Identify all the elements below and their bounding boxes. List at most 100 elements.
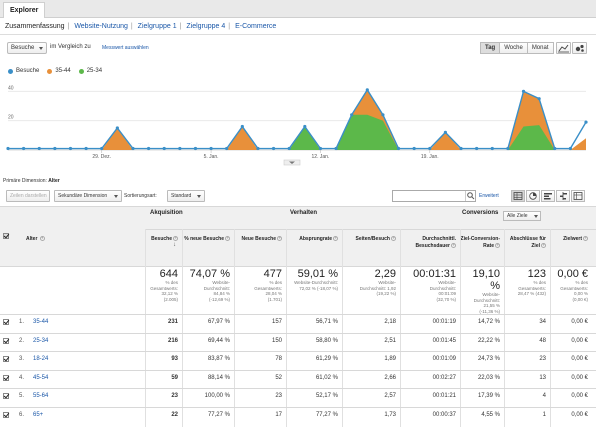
y-tick-label: 20 xyxy=(8,115,14,121)
row-dimension-link[interactable]: 25-34 xyxy=(33,337,49,344)
data-point xyxy=(6,146,10,151)
col-header-goal-value[interactable]: Zielwert? xyxy=(550,236,588,243)
col-header-goal-completions[interactable]: Abschlüsse für Ziel? xyxy=(504,236,546,250)
legend-item[interactable]: 25-34 xyxy=(78,68,102,74)
row-dimension-link[interactable]: 45-54 xyxy=(33,374,49,381)
total-subtext: (-12,69 %) xyxy=(208,296,230,302)
help-icon[interactable]: ? xyxy=(277,236,282,242)
help-icon[interactable]: ? xyxy=(495,243,500,249)
row-dimension-link[interactable]: 65+ xyxy=(33,411,44,418)
subtab-website-nutzung[interactable]: Website-Nutzung xyxy=(74,23,128,30)
secondary-dimension-select[interactable]: Sekundäre Dimension xyxy=(54,190,122,202)
help-icon[interactable]: ? xyxy=(173,236,178,242)
period-week-button[interactable]: Woche xyxy=(499,42,528,54)
advanced-filter-link[interactable]: Erweitert xyxy=(479,193,499,199)
period-day-button[interactable]: Tag xyxy=(480,42,501,54)
total-subtext: 28,47 % (432) xyxy=(517,291,546,296)
view-table-button[interactable] xyxy=(511,190,525,202)
table-row[interactable]: 3. 18-24 93 83,87 % 78 61,29 % 1,89 00:01:09 24,… xyxy=(0,351,596,369)
total-value: 644 xyxy=(159,268,178,280)
table-row[interactable]: 5. 55-64 23 100,00 % 23 52,17 % 2,57 00:01:21 17… xyxy=(0,388,596,406)
row-checkbox[interactable] xyxy=(3,337,9,344)
primary-dimension-value[interactable]: Alter xyxy=(48,178,60,184)
cell-new-visits: 17 xyxy=(275,411,282,418)
view-performance-button[interactable] xyxy=(541,190,555,202)
col-header-avg-duration[interactable]: Durchschnittl. Besuchsdauer? xyxy=(400,236,456,250)
data-point xyxy=(350,113,354,117)
line-chart-button[interactable] xyxy=(556,42,571,54)
col-header-new-visits-pct[interactable]: % neue Besuche? xyxy=(182,236,230,243)
help-icon[interactable]: ? xyxy=(225,236,230,242)
col-header-pages-per-visit[interactable]: Seiten/Besuch? xyxy=(342,236,396,243)
col-header-goal-conversion-rate[interactable]: Ziel-Conversion-Rate? xyxy=(460,236,500,250)
row-checkbox[interactable] xyxy=(3,319,9,325)
view-pie-button[interactable] xyxy=(526,190,540,202)
total-pages-per-visit: 2,29 Website- Durchschnitt: 1,92 (19,22 %) xyxy=(342,268,396,297)
table-row[interactable]: 6. 65+ 22 77,27 % 17 77,27 % 1,73 00:00:37 4,55 … xyxy=(0,406,596,425)
compare-metric-link[interactable]: Messwert auswählen xyxy=(102,45,149,51)
cell-avg-duration: 00:01:09 xyxy=(432,356,456,362)
select-all-checkbox[interactable] xyxy=(3,233,9,239)
help-icon[interactable]: ? xyxy=(541,243,546,249)
search-button[interactable] xyxy=(465,191,475,201)
data-point xyxy=(521,89,526,93)
plot-rows-button[interactable]: Zeilen darstellen xyxy=(6,190,50,202)
total-subtext: % des xyxy=(575,280,588,285)
sort-desc-icon[interactable]: ↓ xyxy=(173,242,176,248)
legend-item[interactable]: 35-44 xyxy=(47,68,71,74)
data-point xyxy=(271,146,276,151)
total-subtext: % des xyxy=(533,280,546,285)
data-point xyxy=(115,126,119,130)
col-header-label: % neue Besuche xyxy=(184,236,224,242)
row-dimension-link[interactable]: 35-44 xyxy=(33,319,49,325)
cell-goal-value: 0,00 € xyxy=(571,319,588,325)
row-checkbox[interactable] xyxy=(3,393,9,399)
total-subtext: (1.701) xyxy=(267,296,282,302)
total-subtext: (-11,36 %) xyxy=(479,308,500,314)
motion-chart-button[interactable] xyxy=(572,42,587,54)
table-search-input[interactable] xyxy=(392,190,476,202)
help-icon[interactable]: ? xyxy=(391,236,396,242)
table-row[interactable]: 1. 35-44 231 67,97 % 157 56,71 % 2,18 00:01:19 1… xyxy=(0,314,596,332)
cell-goal-conversion-rate: 17,39 % xyxy=(477,393,500,399)
row-number: 3. xyxy=(18,356,24,362)
row-dimension-link[interactable]: 55-64 xyxy=(33,393,49,399)
total-value: 0,00 € xyxy=(557,268,588,280)
row-checkbox[interactable] xyxy=(3,356,9,362)
goal-select[interactable]: Alle Ziele xyxy=(503,211,541,221)
col-header-dimension[interactable]: Alter ? xyxy=(26,236,45,243)
sort-type-select[interactable]: Standard xyxy=(167,190,205,202)
col-header-visits[interactable]: Besuche? xyxy=(145,236,178,243)
row-checkbox[interactable] xyxy=(3,411,9,418)
total-subtext: Gesamtwerts: xyxy=(254,285,282,291)
metric-select[interactable]: Besuche xyxy=(7,42,47,54)
view-pivot-button[interactable] xyxy=(571,190,585,202)
table-row[interactable]: 2. 25-34 216 69,44 % 150 58,80 % 2,51 00:01:45 2… xyxy=(0,332,596,351)
period-month-button[interactable]: Monat xyxy=(526,42,554,54)
table-row[interactable]: 4. 45-54 59 88,14 % 52 61,02 % 2,66 00:02:27 22,… xyxy=(0,369,596,388)
col-header-bounce-rate[interactable]: Absprungrate? xyxy=(286,236,338,243)
data-point xyxy=(146,146,151,151)
legend-item[interactable]: Besuche xyxy=(8,68,39,74)
subtab-e-commerce[interactable]: E-Commerce xyxy=(235,23,277,30)
help-icon[interactable]: ? xyxy=(333,236,338,242)
view-comparison-button[interactable] xyxy=(556,190,570,202)
tab-explorer[interactable]: Explorer xyxy=(3,2,46,18)
column-divider xyxy=(400,229,401,427)
cell-visits: 231 xyxy=(167,319,178,325)
help-icon[interactable]: ? xyxy=(39,236,45,242)
subtab-zielgruppe-4[interactable]: Zielgruppe 4 xyxy=(186,23,226,30)
total-bounce-rate: 59,01 % Website-Durchschnitt: 72,02 % (-18… xyxy=(286,268,338,291)
subtab-zielgruppe-1[interactable]: Zielgruppe 1 xyxy=(137,23,177,30)
col-header-new-visits[interactable]: Neue Besuche? xyxy=(234,236,282,243)
tab-bar: Explorer xyxy=(0,0,596,18)
row-checkbox[interactable] xyxy=(3,374,9,381)
chevron-down-icon xyxy=(114,195,118,198)
help-icon[interactable]: ? xyxy=(583,236,588,242)
subtab-zusammenfassung[interactable]: Zusammenfassung xyxy=(5,23,65,30)
data-point xyxy=(381,113,385,117)
data-point xyxy=(412,146,416,151)
row-dimension-link[interactable]: 18-24 xyxy=(33,356,49,362)
help-icon[interactable]: ? xyxy=(451,243,456,249)
pie-chart-icon xyxy=(529,192,537,200)
